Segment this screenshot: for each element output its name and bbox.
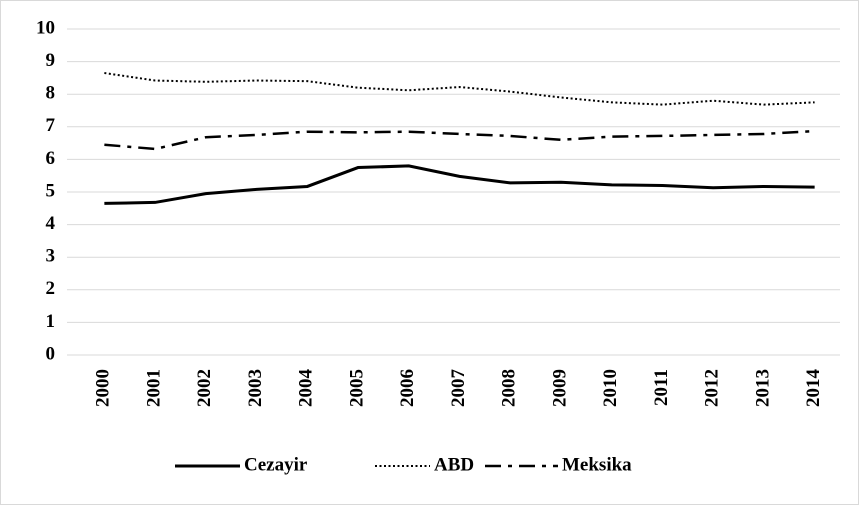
y-tick-label: 5	[46, 180, 56, 201]
y-tick-label: 10	[36, 17, 55, 38]
y-tick-label: 2	[46, 278, 56, 299]
x-tick-label: 2000	[93, 369, 114, 407]
x-tick-label: 2013	[752, 369, 773, 407]
y-tick-label: 7	[46, 115, 56, 136]
x-tick-label: 2005	[346, 369, 367, 407]
x-tick-label: 2012	[702, 369, 723, 407]
x-tick-label: 2001	[143, 369, 164, 407]
y-tick-label: 1	[46, 311, 56, 332]
x-tick-label: 2010	[600, 369, 621, 407]
x-tick-label: 2014	[803, 369, 824, 408]
x-tick-label: 2003	[245, 369, 266, 407]
y-tick-label: 0	[46, 343, 56, 364]
legend-label: Cezayir	[244, 454, 308, 475]
x-tick-label: 2009	[549, 369, 570, 407]
legend-label: Meksika	[562, 454, 632, 475]
x-tick-label: 2008	[499, 369, 520, 407]
x-tick-label: 2004	[296, 369, 317, 408]
legend-label: ABD	[434, 454, 474, 475]
x-tick-label: 2002	[194, 369, 215, 407]
x-tick-label: 2006	[397, 369, 418, 407]
x-tick-label: 2007	[448, 369, 469, 408]
y-tick-label: 8	[46, 83, 56, 104]
data-line	[104, 129, 815, 151]
y-tick-label: 6	[46, 148, 56, 169]
x-tick-label: 2011	[651, 369, 672, 406]
data-line	[104, 164, 815, 205]
data-line	[104, 72, 815, 106]
y-tick-label: 3	[46, 246, 56, 267]
y-tick-label: 4	[46, 213, 56, 234]
y-tick-label: 9	[46, 50, 56, 71]
